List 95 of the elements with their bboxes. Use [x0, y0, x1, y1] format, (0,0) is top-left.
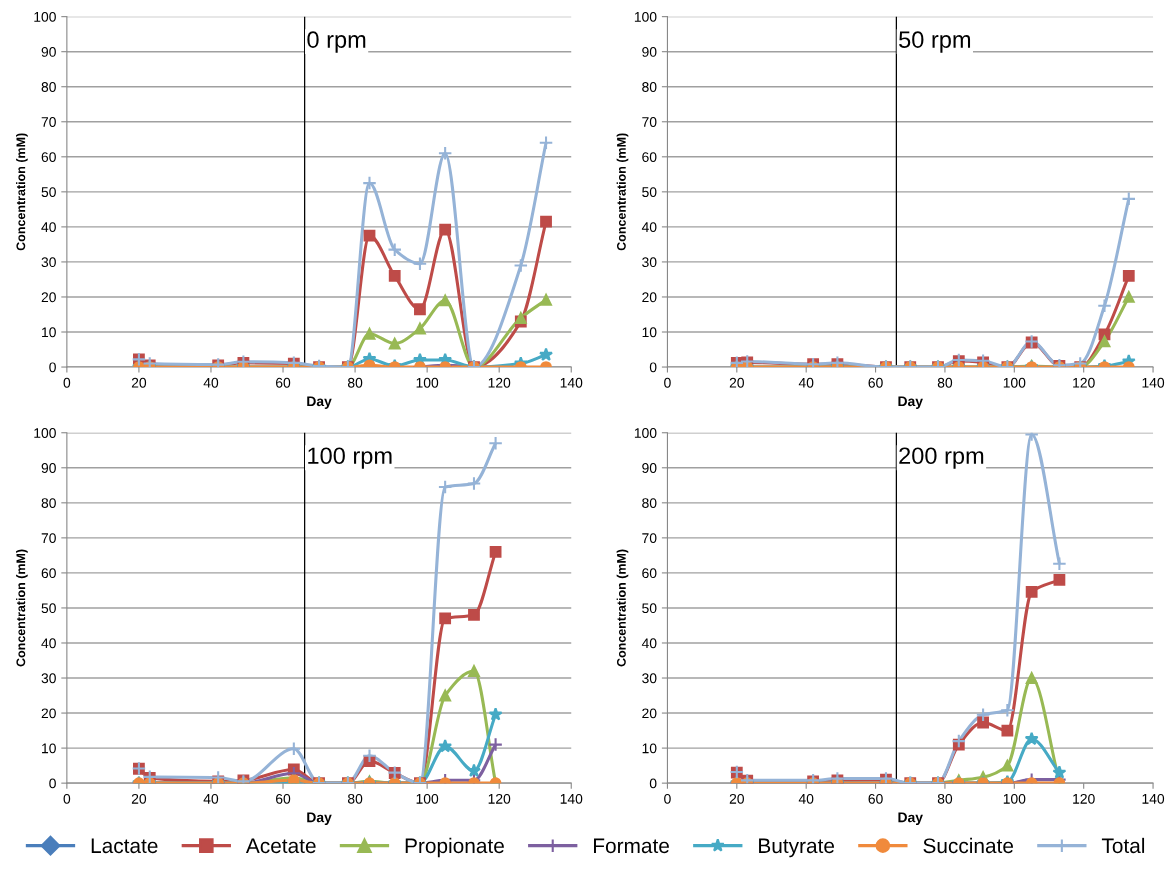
- x-axis-title: Day: [898, 396, 923, 409]
- y-tick-label: 80: [642, 82, 657, 92]
- y-tick-label: 20: [642, 708, 657, 719]
- x-tick-label: 80: [347, 793, 363, 804]
- legend-label: Butyrate: [759, 838, 835, 858]
- y-tick-label: 80: [41, 498, 56, 508]
- y-tick-label: 40: [641, 222, 657, 233]
- y-tick-label: 60: [41, 568, 56, 579]
- y-tick-label: 100: [634, 11, 657, 22]
- y-tick-label: 20: [41, 292, 56, 303]
- y-tick-label: 10: [642, 327, 657, 338]
- y-tick-label: 60: [41, 152, 56, 162]
- annotation: 50 rpm: [899, 31, 971, 53]
- x-tick-label: 100: [416, 793, 439, 804]
- y-tick-label: 70: [41, 533, 56, 544]
- x-tick-label: 0: [664, 377, 671, 388]
- y-tick-label: 10: [42, 743, 56, 754]
- x-tick-label: 140: [560, 793, 583, 804]
- x-tick-label: 0: [664, 793, 671, 804]
- x-tick-label: 60: [868, 377, 883, 388]
- y-tick-label: 100: [34, 428, 56, 438]
- annotation: 200 rpm: [899, 447, 984, 469]
- annotation: 100 rpm: [308, 447, 392, 469]
- x-tick-label: 80: [347, 377, 363, 388]
- y-tick-label: 100: [34, 11, 56, 22]
- y-tick-label: 60: [642, 568, 657, 579]
- x-tick-label: 20: [729, 793, 744, 804]
- y-tick-label: 0: [649, 778, 657, 789]
- y-tick-label: 30: [642, 673, 657, 684]
- y-tick-label: 30: [41, 257, 56, 268]
- y-tick-label: 0: [49, 362, 56, 373]
- y-axis-title: Concentration (mM): [16, 133, 28, 251]
- y-tick-label: 50: [41, 187, 56, 198]
- y-tick-label: 70: [642, 117, 657, 127]
- x-tick-label: 0: [63, 793, 71, 804]
- y-tick-label: 40: [41, 638, 56, 649]
- x-tick-label: 40: [203, 793, 219, 804]
- y-tick-label: 50: [642, 187, 657, 198]
- x-tick-label: 120: [1073, 377, 1095, 388]
- y-tick-label: 10: [642, 743, 657, 754]
- y-tick-label: 90: [41, 463, 56, 473]
- x-axis-title: Day: [307, 812, 332, 826]
- x-tick-label: 40: [798, 793, 814, 804]
- x-tick-label: 20: [729, 377, 744, 388]
- x-tick-label: 80: [937, 793, 953, 804]
- x-tick-label: 140: [560, 377, 583, 388]
- x-tick-label: 100: [1003, 793, 1026, 804]
- y-tick-label: 0: [49, 778, 56, 789]
- y-tick-label: 20: [642, 292, 657, 303]
- y-tick-label: 50: [642, 603, 657, 614]
- y-tick-label: 100: [634, 428, 657, 438]
- y-tick-label: 70: [41, 117, 56, 127]
- x-tick-label: 120: [1073, 793, 1095, 804]
- y-axis-title: Concentration (mM): [16, 549, 28, 667]
- x-tick-label: 80: [937, 377, 953, 388]
- y-tick-label: 0: [649, 362, 657, 373]
- x-tick-label: 40: [203, 377, 219, 388]
- x-tick-label: 40: [798, 377, 814, 388]
- x-tick-label: 120: [488, 377, 511, 388]
- x-tick-label: 0: [63, 377, 71, 388]
- y-tick-label: 90: [642, 463, 657, 473]
- legend-label: Formate: [594, 838, 669, 854]
- y-tick-label: 40: [641, 638, 657, 649]
- y-axis-title: Concentration (mM): [616, 133, 629, 251]
- y-tick-label: 80: [642, 498, 657, 508]
- x-tick-label: 60: [276, 377, 291, 388]
- y-tick-label: 10: [42, 327, 56, 338]
- y-tick-label: 90: [642, 47, 657, 57]
- x-tick-label: 20: [131, 793, 147, 804]
- y-axis-title: Concentration (mM): [616, 549, 629, 667]
- y-tick-label: 90: [41, 47, 56, 57]
- y-tick-label: 70: [642, 533, 657, 544]
- legend-label: Acetate: [245, 838, 316, 854]
- y-tick-label: 80: [41, 82, 56, 92]
- x-tick-label: 100: [1003, 377, 1026, 388]
- legend-label: Succinate: [923, 837, 1014, 854]
- y-tick-label: 60: [642, 152, 657, 162]
- x-tick-label: 60: [868, 793, 883, 804]
- legend-label: Total: [1101, 837, 1145, 854]
- x-tick-label: 140: [1142, 793, 1165, 804]
- x-axis-title: Day: [898, 812, 923, 826]
- y-tick-label: 30: [41, 673, 56, 684]
- legend-label: Propionate: [405, 837, 504, 858]
- x-tick-label: 20: [131, 377, 147, 388]
- x-tick-label: 100: [416, 377, 439, 388]
- y-tick-label: 50: [41, 603, 56, 614]
- annotation: 0 rpm: [307, 31, 366, 53]
- x-tick-label: 120: [488, 793, 511, 804]
- x-tick-label: 140: [1142, 377, 1165, 388]
- y-tick-label: 30: [642, 257, 657, 268]
- x-axis-title: Day: [307, 396, 332, 409]
- legend-label: Lactate: [91, 838, 158, 854]
- y-tick-label: 20: [41, 708, 56, 719]
- y-tick-label: 40: [41, 222, 56, 233]
- x-tick-label: 60: [276, 793, 291, 804]
